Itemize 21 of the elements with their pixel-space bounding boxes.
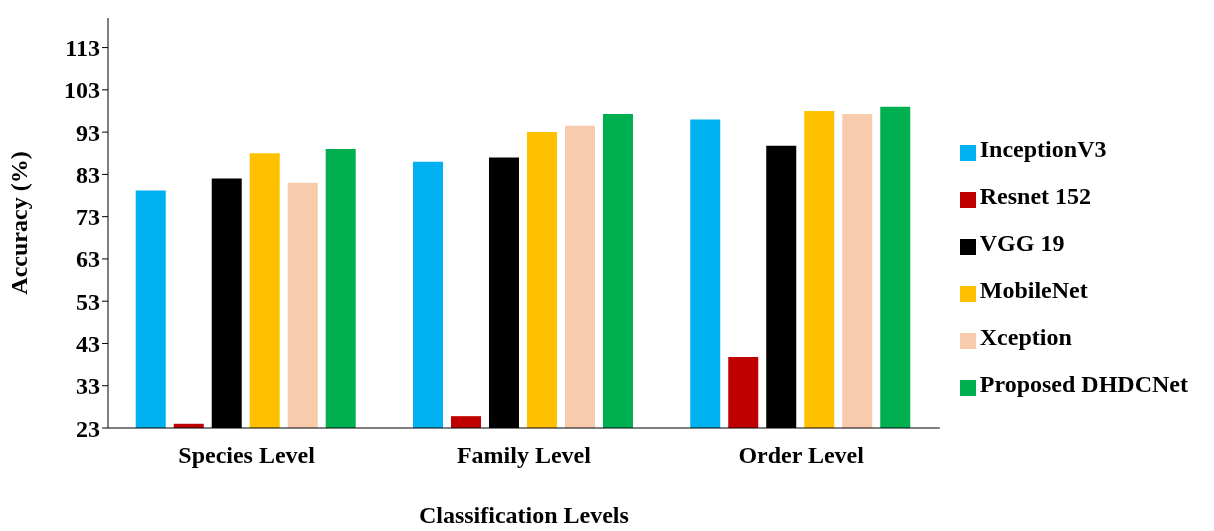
x-tick-label: Order Level [738, 442, 865, 469]
legend-label: Xception [979, 324, 1072, 350]
y-tick-label: 53 [76, 288, 100, 315]
y-tick-label: 103 [64, 77, 100, 104]
y-tick-label: 93 [76, 119, 100, 146]
y-tick-label: 83 [76, 161, 100, 188]
y-tick-label: 113 [65, 35, 100, 62]
legend-label: MobileNet [979, 277, 1088, 303]
legend-label: VGG 19 [979, 230, 1065, 256]
y-tick-label: 73 [76, 204, 100, 231]
y-tick-label: 33 [76, 373, 100, 400]
y-axis-title: Accuracy (%) [5, 151, 32, 295]
x-tick-label: Species Level [178, 442, 316, 469]
legend-label: Resnet 152 [979, 183, 1092, 209]
legend-label: InceptionV3 [979, 136, 1107, 162]
x-axis-title: Classification Levels [418, 502, 629, 528]
y-tick-label: 43 [76, 330, 100, 357]
y-tick-label: 23 [76, 415, 100, 442]
y-tick-label: 63 [76, 246, 100, 273]
x-tick-label: Family Level [456, 442, 592, 469]
legend-label: Proposed DHDCNet [979, 371, 1188, 397]
